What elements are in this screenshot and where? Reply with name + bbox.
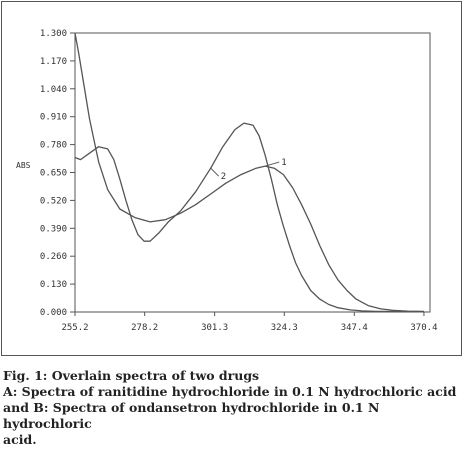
series-tag-2-leader — [210, 167, 220, 177]
y-axis: 1.300 1.170 1.040 0.910 0.780 0.650 0.520 0.390… — [40, 29, 75, 318]
y-tick-label: 0.000 — [40, 308, 67, 318]
x-axis: 255.2 278.2 301.3 324.3 347.4 370.4 — [61, 312, 437, 333]
x-tick-label: 301.3 — [201, 323, 228, 333]
y-tick-label: 0.650 — [40, 169, 67, 179]
caption-line-2: A: Spectra of ranitidine hydrochloride i… — [3, 384, 457, 399]
y-tick-label: 0.130 — [40, 280, 67, 290]
y-tick-label: 1.040 — [40, 85, 67, 95]
series-tag-1-leader — [265, 161, 280, 167]
y-axis-label: ABS — [16, 161, 31, 170]
caption-line-1: Fig. 1: Overlain spectra of two drugs — [3, 368, 260, 383]
series-tag-1: 1 — [281, 158, 286, 168]
x-tick-label: 255.2 — [61, 323, 88, 333]
y-tick-label: 1.170 — [40, 57, 67, 67]
series-tag-2: 2 — [221, 172, 226, 182]
series-layer: 21 — [74, 32, 424, 313]
y-tick-label: 1.300 — [40, 29, 67, 39]
y-tick-label: 0.780 — [40, 141, 67, 151]
series-line-2 — [74, 122, 424, 313]
y-tick-label: 0.910 — [40, 113, 67, 123]
x-tick-label: 370.4 — [410, 323, 437, 333]
y-tick-label: 0.390 — [40, 224, 67, 234]
x-tick-label: 278.2 — [131, 323, 158, 333]
spectra-chart: 1.300 1.170 1.040 0.910 0.780 0.650 0.520 0.390… — [16, 29, 437, 333]
x-tick-label: 324.3 — [271, 323, 298, 333]
series-line-1 — [74, 32, 424, 313]
y-tick-label: 0.520 — [40, 196, 67, 206]
caption-line-4: acid. — [3, 432, 37, 447]
x-tick-label: 347.4 — [341, 323, 368, 333]
figure-caption: Fig. 1: Overlain spectra of two drugs A:… — [3, 368, 461, 448]
y-tick-label: 0.260 — [40, 252, 67, 262]
plot-area — [74, 32, 431, 313]
caption-line-3: and B: Spectra of ondansetron hydrochlor… — [3, 400, 380, 431]
figure-frame: 1.300 1.170 1.040 0.910 0.780 0.650 0.520 0.390… — [1, 1, 462, 356]
